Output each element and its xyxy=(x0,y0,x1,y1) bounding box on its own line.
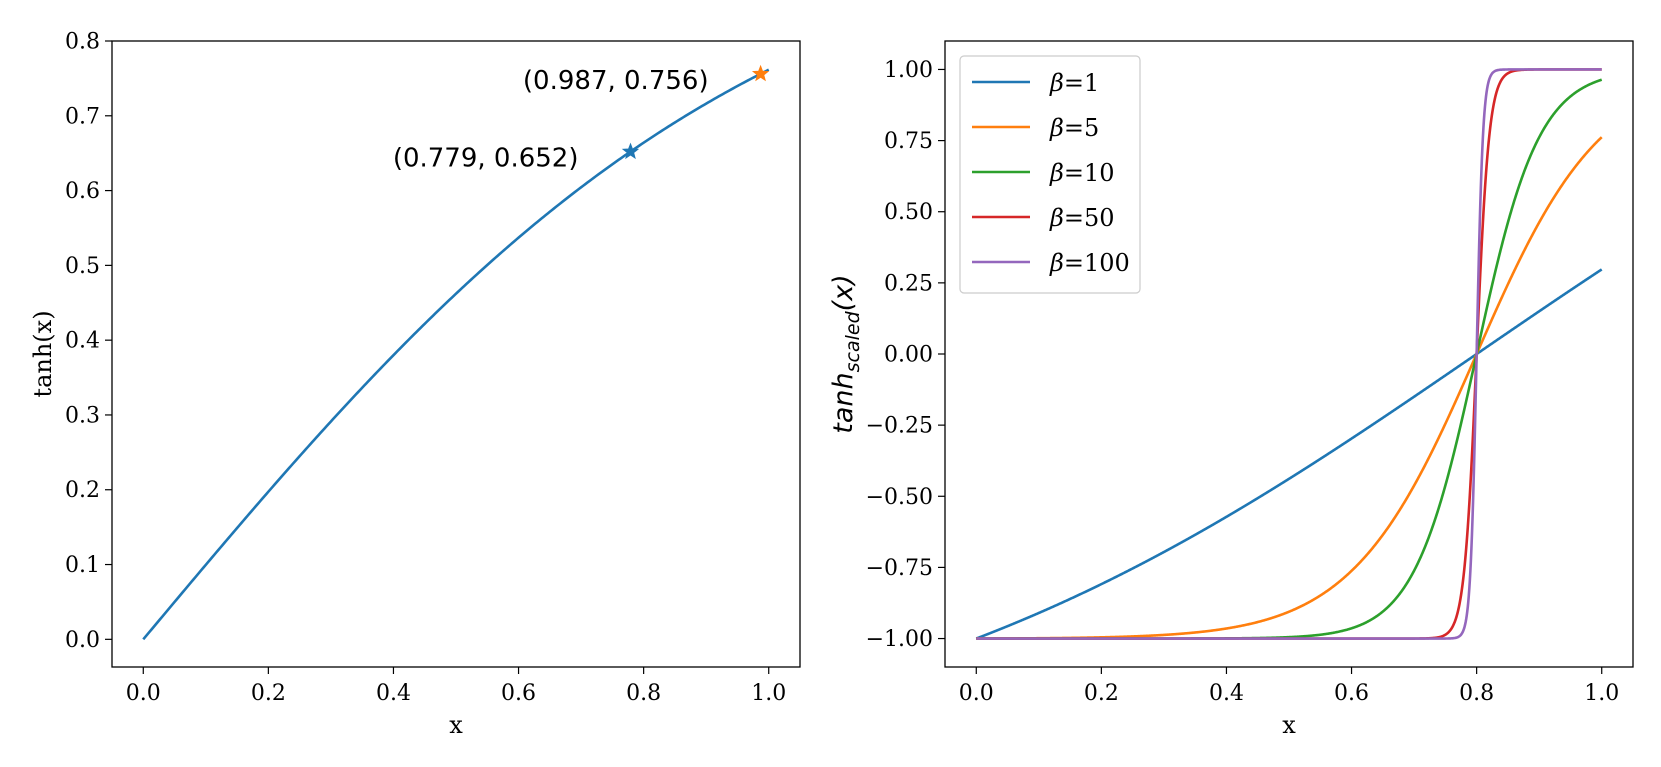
right-y-tick-label: 0.25 xyxy=(884,271,933,296)
left-x-tick-label: 0.0 xyxy=(126,681,161,706)
left-y-tick-label: 0.2 xyxy=(65,478,100,503)
right-x-tick-label: 0.2 xyxy=(1084,681,1119,706)
left-y-tick-label: 0.4 xyxy=(65,329,100,354)
legend-beta-value: =1 xyxy=(1064,69,1099,97)
left-y-tick-label: 0.8 xyxy=(65,30,100,55)
legend-beta-value: =10 xyxy=(1064,159,1115,187)
right-x-tick-label: 0.6 xyxy=(1334,681,1369,706)
marker-star xyxy=(751,64,770,82)
legend-entry-label: β=10 xyxy=(1049,159,1115,187)
left-y-tick-label: 0.7 xyxy=(65,104,100,129)
right-y-tick-label: 0.00 xyxy=(884,343,933,368)
legend: β=1β=5β=10β=50β=100 xyxy=(959,55,1141,294)
legend-beta-symbol: β xyxy=(1049,249,1064,277)
legend-entry-label: β=100 xyxy=(1049,249,1130,277)
right-x-tick-label: 0.4 xyxy=(1209,681,1244,706)
right-y-tick-label: −0.25 xyxy=(866,414,933,439)
right-x-tick-label: 0.0 xyxy=(959,681,994,706)
legend-entry-label: β=50 xyxy=(1049,204,1115,232)
marker-star xyxy=(621,142,640,160)
right-x-tick-label: 0.8 xyxy=(1459,681,1494,706)
right-chart: 0.0 0.2 0.4 0.6 0.8 1.0 1.00 0.75 0.50 0.25 0.00 −0… xyxy=(828,40,1634,739)
left-y-tick-label: 0.0 xyxy=(65,628,100,653)
legend-entry-label: β=5 xyxy=(1049,114,1099,142)
left-x-tick-label: 0.4 xyxy=(376,681,411,706)
left-y-tick-label: 0.1 xyxy=(65,553,100,578)
ylabel-base: tanh xyxy=(828,372,859,433)
right-y-tick-label: −1.00 xyxy=(866,627,933,652)
ylabel-tail: (x) xyxy=(828,274,859,311)
point-annotation: (0.779, 0.652) xyxy=(393,144,579,174)
tanh-curve xyxy=(142,68,770,641)
left-y-tick-label: 0.5 xyxy=(65,254,100,279)
right-y-tick-label: −0.50 xyxy=(866,485,933,510)
series-line-beta-1 xyxy=(975,268,1603,640)
left-x-tick-label: 0.8 xyxy=(626,681,661,706)
left-y-axis-label: tanh(x) xyxy=(29,310,57,397)
ylabel-subscript: scaled xyxy=(842,310,864,372)
right-y-tick-label: 0.50 xyxy=(884,200,933,225)
legend-beta-value: =5 xyxy=(1064,114,1099,142)
left-x-tick-label: 1.0 xyxy=(751,681,786,706)
legend-frame xyxy=(959,55,1141,294)
left-x-tick-label: 0.2 xyxy=(251,681,286,706)
right-plot-frame xyxy=(944,40,1634,668)
right-y-axis-label: tanhscaled(x) xyxy=(828,274,864,433)
legend-beta-symbol: β xyxy=(1049,69,1064,97)
legend-beta-symbol: β xyxy=(1049,114,1064,142)
left-y-tick-label: 0.3 xyxy=(65,403,100,428)
legend-beta-symbol: β xyxy=(1049,204,1064,232)
legend-beta-value: =100 xyxy=(1064,249,1130,277)
left-y-tick-label: 0.6 xyxy=(65,179,100,204)
right-x-tick-label: 1.0 xyxy=(1584,681,1619,706)
left-chart: 0.0 0.2 0.4 0.6 0.8 1.0 0.0 0.1 0.2 0.3 0.4 0.5 0.6 0… xyxy=(29,30,801,739)
left-x-axis-label: x xyxy=(449,711,463,739)
legend-beta-value: =50 xyxy=(1064,204,1115,232)
right-y-tick-label: −0.75 xyxy=(866,556,933,581)
series-line-beta-100 xyxy=(976,68,1602,640)
legend-entry-label: β=1 xyxy=(1049,69,1099,97)
right-y-tick-label: 0.75 xyxy=(884,129,933,154)
left-plot-frame xyxy=(111,40,801,668)
point-annotation: (0.987, 0.756) xyxy=(523,66,709,96)
right-y-tick-label: 1.00 xyxy=(884,58,933,83)
legend-beta-symbol: β xyxy=(1049,159,1064,187)
right-x-axis-label: x xyxy=(1282,711,1296,739)
left-x-tick-label: 0.6 xyxy=(501,681,536,706)
